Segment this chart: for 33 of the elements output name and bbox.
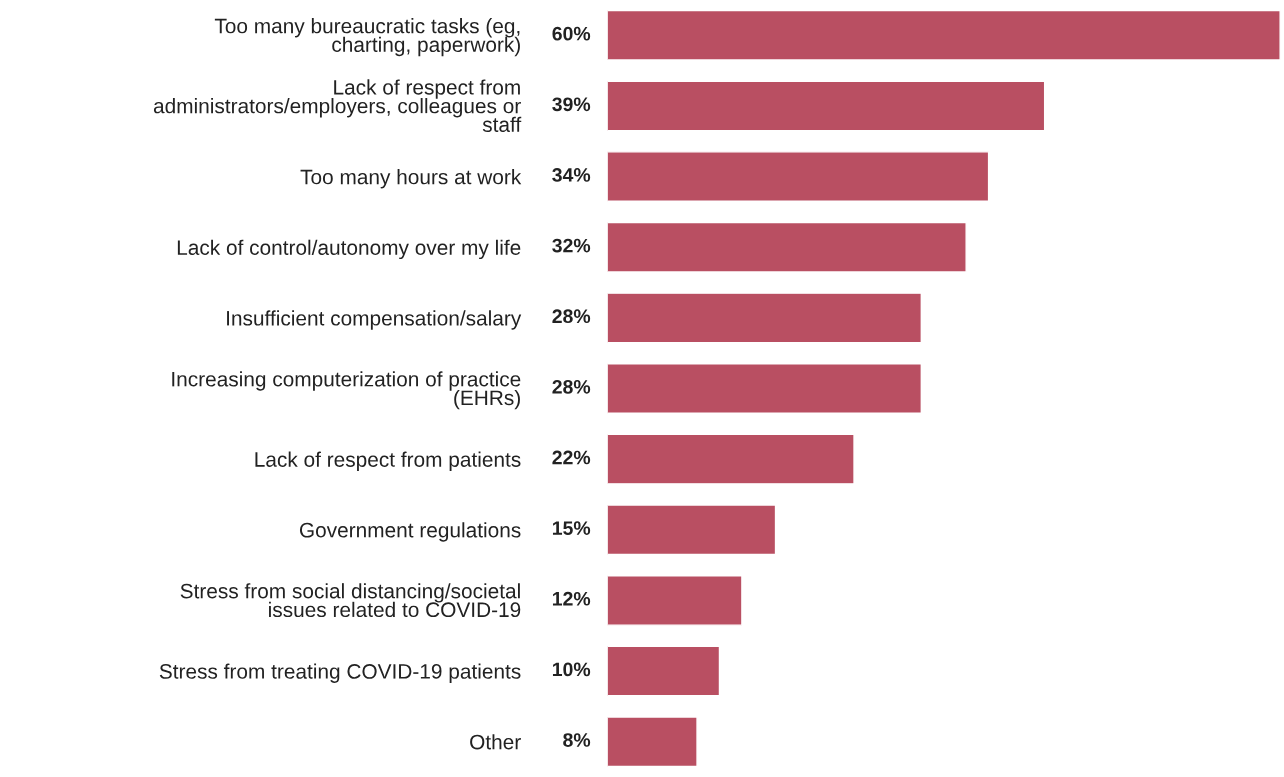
- bar: [607, 151, 990, 203]
- bar: [607, 80, 1046, 132]
- bar: [607, 716, 698, 768]
- bar: [607, 645, 721, 697]
- y-tick-label: Too many bureaucratic tasks (eg, charting, paperwork): [214, 18, 520, 57]
- y-tick-label: Lack of respect from administrators/employers, colleagues or staff: [153, 79, 522, 132]
- data-label: 28%: [552, 309, 591, 324]
- data-label: 22%: [552, 450, 591, 465]
- data-label: 15%: [552, 521, 591, 535]
- data-label: 34%: [552, 168, 591, 182]
- bar: [607, 574, 743, 626]
- y-tick-label: Government regulations: [299, 522, 521, 542]
- bar: [607, 504, 777, 556]
- bar: [607, 9, 1281, 61]
- y-tick-label: Too many hours at work: [300, 169, 522, 189]
- data-label: 39%: [552, 97, 591, 112]
- y-tick-label: Lack of respect from patients: [255, 451, 521, 472]
- y-tick-label: Increasing computerization of practice (EHRs): [172, 371, 521, 410]
- bar: [607, 292, 923, 344]
- bar: [607, 363, 923, 414]
- y-tick-label: Stress from treating COVID-19 patients: [159, 663, 521, 683]
- y-tick-label: Stress from social distancing/societal issues related to COVID-19: [180, 583, 521, 618]
- data-label: 32%: [552, 238, 591, 253]
- data-label: 28%: [552, 379, 591, 394]
- data-label: 60%: [552, 26, 591, 41]
- data-label: 12%: [552, 591, 591, 606]
- bar: [607, 221, 967, 273]
- data-label: 10%: [552, 662, 591, 677]
- y-tick-label: Insufficient compensation/salary: [227, 310, 522, 330]
- data-label: 8%: [563, 733, 591, 747]
- y-tick-label: Lack of control/autonomy over my life: [177, 239, 521, 260]
- y-tick-label: Other: [470, 734, 521, 750]
- bar: [607, 433, 855, 485]
